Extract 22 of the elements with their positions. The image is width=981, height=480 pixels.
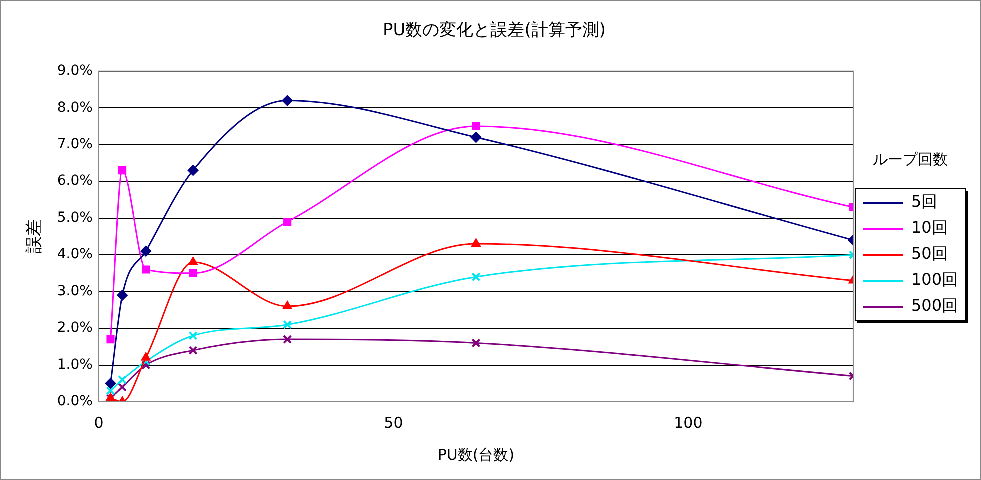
x-tick-label: 50 <box>384 414 404 432</box>
x-tick-label: 100 <box>674 414 703 432</box>
y-tick-label: 3.0% <box>57 283 93 300</box>
x-tick-label: 0 <box>94 414 104 432</box>
y-axis-title: 誤差 <box>24 220 45 254</box>
y-tick-label: 9.0% <box>57 63 93 80</box>
y-tick-label: 5.0% <box>57 210 93 226</box>
y-tick-label: 8.0% <box>57 100 93 116</box>
y-tick-label: 6.0% <box>57 173 93 190</box>
legend-title: ループ回数 <box>873 150 948 168</box>
legend-label: 500回 <box>911 296 958 316</box>
y-tick-label: 7.0% <box>57 136 93 153</box>
y-tick-label: 2.0% <box>57 320 93 336</box>
legend-label: 5回 <box>911 192 938 212</box>
y-tick-label: 1.0% <box>57 356 93 373</box>
y-tick-label: 0.0% <box>57 394 93 410</box>
legend-label: 100回 <box>911 270 958 290</box>
legend-label: 50回 <box>911 244 948 264</box>
x-axis-title: PU数(台数) <box>438 446 515 464</box>
y-tick-label: 4.0% <box>57 246 93 263</box>
chart-title: PU数の変化と誤差(計算予測) <box>383 20 606 41</box>
legend-label: 10回 <box>911 218 948 238</box>
